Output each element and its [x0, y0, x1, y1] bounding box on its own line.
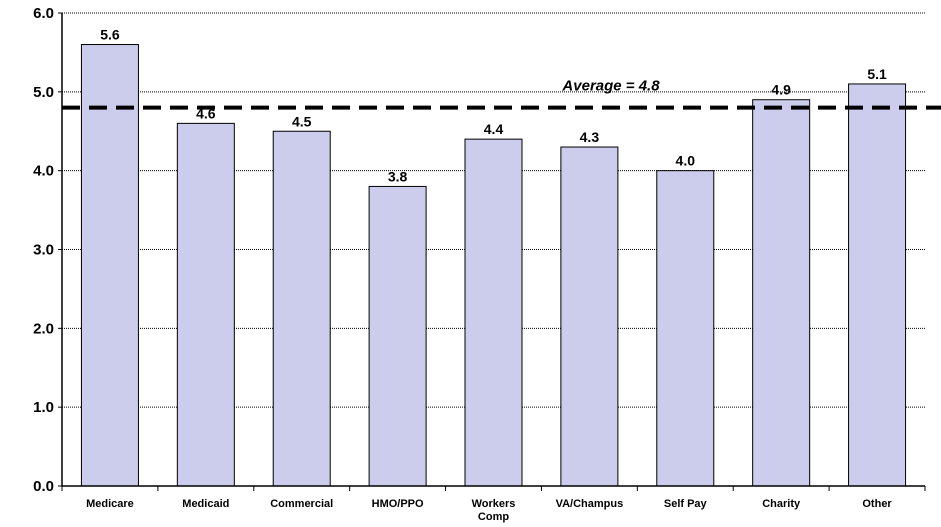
- x-tick-label-line: Medicaid: [182, 498, 229, 510]
- x-tick-label: Charity: [762, 498, 801, 510]
- x-tick-label: Self Pay: [664, 498, 708, 510]
- x-tick-label-line: Commercial: [270, 498, 333, 510]
- x-tick-label-line: Medicare: [86, 498, 134, 510]
- y-tick-label: 3.0: [33, 242, 54, 259]
- bar-other: [848, 83, 907, 487]
- x-tick-label: HMO/PPO: [372, 498, 424, 510]
- bar-medicare: [80, 44, 139, 487]
- data-label: 4.6: [196, 105, 216, 121]
- x-tick-label: Other: [862, 498, 892, 510]
- bar-self-pay: [656, 170, 715, 487]
- average-label: Average = 4.8: [561, 78, 660, 95]
- data-label: 4.5: [292, 113, 312, 129]
- y-tick-label: 4.0: [33, 163, 54, 180]
- data-label: 4.9: [771, 82, 791, 98]
- bar-medicaid: [176, 122, 235, 487]
- bar-workers-comp: [464, 138, 523, 487]
- x-tick-label: Medicare: [86, 498, 134, 510]
- x-tick-label-line: Self Pay: [664, 498, 708, 510]
- y-tick-label: 5.0: [33, 84, 54, 101]
- bar-hmo-ppo: [368, 185, 427, 487]
- x-tick-label: Workers Comp: [472, 498, 516, 523]
- data-label: 5.6: [100, 27, 120, 43]
- x-tick-label: VA/Champus: [556, 498, 624, 510]
- x-tick-label: Medicaid: [182, 498, 229, 510]
- bar-va-champus: [560, 146, 619, 487]
- bar-charity: [752, 99, 811, 487]
- axes: [58, 12, 926, 491]
- data-label: 4.4: [484, 121, 504, 137]
- y-tick-label: 2.0: [33, 320, 54, 337]
- x-tick-label-line: HMO/PPO: [372, 498, 424, 510]
- data-label: 3.8: [388, 168, 408, 184]
- x-tick-label-line: Other: [862, 498, 892, 510]
- x-tick-label-line: Comp: [478, 511, 509, 523]
- x-tick-label: Commercial: [270, 498, 333, 510]
- y-tick-label: 6.0: [33, 5, 54, 22]
- data-label: 5.1: [867, 66, 887, 82]
- data-label: 4.3: [580, 129, 600, 145]
- y-tick-label: 1.0: [33, 399, 54, 416]
- data-label: 4.0: [676, 153, 696, 169]
- labels: 0.0 1.0 2.0 3.0 4.0 5.0 6.0 5.6 Medicare 4.6 Medic…: [33, 5, 892, 523]
- x-tick-label-line: Charity: [762, 498, 801, 510]
- y-tick-label: 0.0: [33, 478, 54, 495]
- x-tick-label-line: VA/Champus: [556, 498, 624, 510]
- x-tick-label-line: Workers: [472, 498, 516, 510]
- bars: [80, 44, 907, 487]
- bar-commercial: [272, 130, 331, 487]
